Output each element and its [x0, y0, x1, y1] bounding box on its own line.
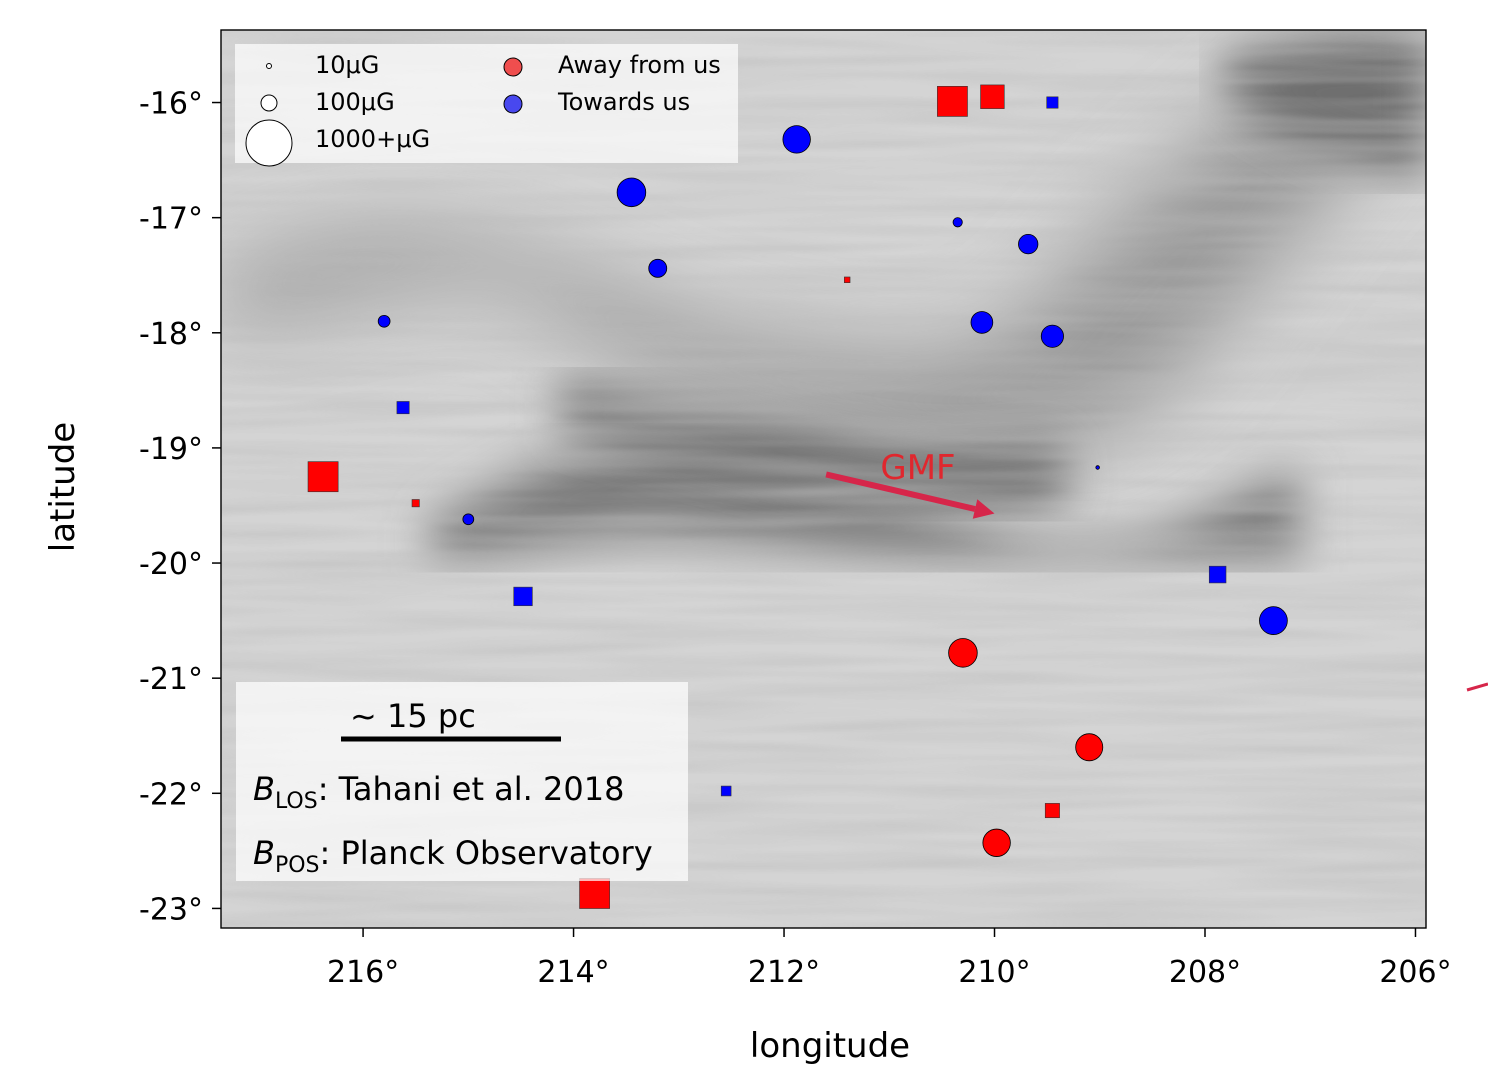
legend-box	[235, 44, 738, 163]
circle-marker-towards	[1040, 324, 1064, 348]
y-axis-label: latitude	[43, 422, 83, 552]
legend: 10μG 100μG 1000+μG Away from us Towards …	[235, 44, 738, 167]
circle-marker-away	[982, 828, 1011, 857]
square-marker-towards	[1208, 565, 1227, 584]
y-tick-label: -23°	[139, 892, 203, 927]
circle-marker-away	[948, 638, 978, 668]
y-tick-label: -17°	[139, 202, 203, 237]
scale-bar-label: ~ 15 pc	[350, 697, 476, 735]
circle-marker-away	[1075, 733, 1104, 762]
circle-marker-towards	[1259, 606, 1288, 635]
square-marker-away	[579, 878, 610, 909]
circle-marker-towards	[1095, 465, 1100, 470]
circle-marker-towards	[1018, 234, 1039, 255]
legend-size-1000-marker	[245, 119, 293, 167]
square-marker-away	[1044, 803, 1060, 819]
x-axis-label: longitude	[750, 1026, 910, 1066]
data-markers	[307, 84, 1288, 909]
x-tick-label: 212°	[748, 955, 820, 990]
x-tick-label: 214°	[537, 955, 609, 990]
square-marker-away	[307, 461, 339, 493]
gmf-arrow	[825, 471, 976, 512]
y-tick-label: -16°	[139, 87, 203, 122]
gmf-arrow-fragment	[1466, 682, 1488, 692]
legend-size-10-label: 10μG	[315, 51, 379, 79]
info-box-background	[236, 682, 688, 881]
x-tick-label: 216°	[327, 955, 399, 990]
circle-marker-towards	[377, 314, 391, 328]
legend-size-100-label: 100μG	[315, 88, 395, 116]
y-axis: -16° -17° -18° -19° -20° -21° -22° -23°	[139, 87, 221, 927]
x-tick-label: 206°	[1379, 955, 1451, 990]
plot-frame	[220, 29, 1427, 929]
circle-marker-towards	[782, 125, 811, 154]
circle-marker-towards	[648, 258, 668, 278]
y-tick-label: -21°	[139, 662, 203, 697]
y-tick-label: -22°	[139, 777, 203, 812]
legend-size-1000-label: 1000+μG	[315, 125, 430, 153]
circle-marker-towards	[952, 217, 963, 228]
gmf-arrow-head	[972, 499, 995, 519]
legend-away-marker	[503, 57, 523, 77]
square-marker-away	[411, 499, 420, 508]
x-tick-label: 208°	[1169, 955, 1241, 990]
gmf-label: GMF	[880, 448, 955, 488]
circle-marker-towards	[970, 311, 994, 334]
gmf-annotation: GMF	[825, 448, 995, 519]
x-axis: 216° 214° 212° 210° 208° 206°	[327, 928, 1452, 990]
y-tick-label: -20°	[139, 547, 203, 582]
square-marker-towards	[513, 586, 533, 607]
circle-marker-towards	[462, 513, 475, 526]
legend-away-label: Away from us	[558, 51, 721, 79]
square-marker-towards	[1046, 96, 1059, 109]
legend-size-100-marker	[260, 94, 278, 112]
legend-towards-marker	[503, 94, 523, 114]
square-marker-towards	[720, 785, 732, 797]
circle-marker-towards	[616, 177, 647, 208]
legend-towards-label: Towards us	[557, 88, 690, 116]
x-tick-label: 210°	[958, 955, 1030, 990]
bpos-credit: BPOS: Planck Observatory	[253, 834, 653, 878]
y-tick-label: -18°	[139, 317, 203, 352]
square-marker-away	[980, 84, 1005, 109]
square-marker-away	[844, 276, 851, 283]
blos-credit: BLOS: Tahani et al. 2018	[253, 770, 624, 814]
y-tick-label: -19°	[139, 432, 203, 467]
legend-size-10-marker	[266, 63, 272, 69]
square-marker-away	[937, 86, 968, 117]
square-marker-towards	[396, 401, 410, 415]
info-box: ~ 15 pc BLOS: Tahani et al. 2018 BPOS: P…	[236, 682, 688, 881]
